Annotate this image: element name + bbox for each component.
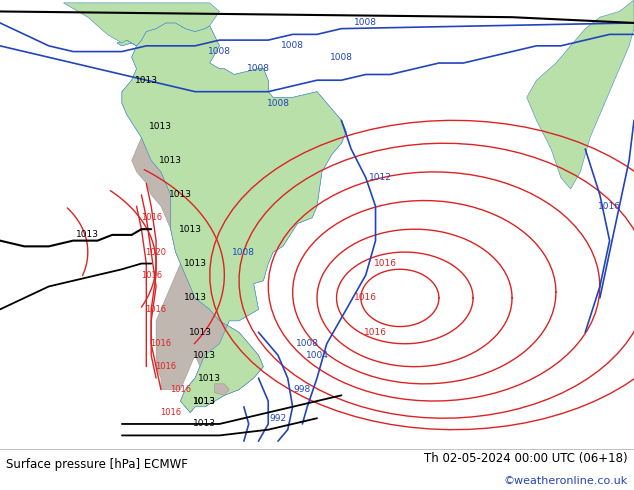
Text: 1013: 1013 <box>184 259 207 268</box>
Text: Th 02-05-2024 00:00 UTC (06+18): Th 02-05-2024 00:00 UTC (06+18) <box>424 452 628 466</box>
Text: 1016: 1016 <box>598 202 621 211</box>
Text: 1016: 1016 <box>170 385 191 394</box>
Text: 1016: 1016 <box>141 213 162 222</box>
Text: 1008: 1008 <box>295 339 319 348</box>
Text: 1013: 1013 <box>76 230 100 240</box>
Text: 1013: 1013 <box>193 396 216 406</box>
Text: 1016: 1016 <box>141 270 162 279</box>
Polygon shape <box>527 0 634 189</box>
Text: 1013: 1013 <box>169 190 192 199</box>
Text: 1008: 1008 <box>247 64 270 73</box>
Text: 1008: 1008 <box>208 47 231 56</box>
Text: 1013: 1013 <box>179 225 202 234</box>
Text: 1012: 1012 <box>369 173 392 182</box>
Polygon shape <box>132 138 263 413</box>
Text: 1013: 1013 <box>159 156 182 165</box>
Text: 1008: 1008 <box>281 41 304 50</box>
Polygon shape <box>214 384 230 395</box>
Polygon shape <box>117 23 346 413</box>
Text: 1016: 1016 <box>364 328 387 337</box>
Text: 1020: 1020 <box>146 247 167 257</box>
Text: 1013: 1013 <box>198 374 221 383</box>
Text: 1016: 1016 <box>145 305 167 314</box>
Text: 1016: 1016 <box>354 294 377 302</box>
Polygon shape <box>63 3 219 46</box>
Text: 1008: 1008 <box>354 19 377 27</box>
Text: Surface pressure [hPa] ECMWF: Surface pressure [hPa] ECMWF <box>6 458 188 470</box>
Text: 1013: 1013 <box>184 294 207 302</box>
Polygon shape <box>117 23 346 413</box>
Text: 1013: 1013 <box>135 76 158 85</box>
Text: 1004: 1004 <box>306 351 328 360</box>
Text: 998: 998 <box>294 385 311 394</box>
Text: 1016: 1016 <box>374 259 397 268</box>
Text: 1013: 1013 <box>188 328 212 337</box>
Text: 992: 992 <box>269 414 287 423</box>
Text: 1016: 1016 <box>155 362 176 371</box>
Text: 1013: 1013 <box>193 351 216 360</box>
Text: 1013: 1013 <box>193 419 216 428</box>
Text: 1008: 1008 <box>266 98 290 108</box>
Text: 1008: 1008 <box>232 247 256 257</box>
Text: 1016: 1016 <box>150 339 172 348</box>
Text: 1013: 1013 <box>150 122 172 130</box>
Text: ©weatheronline.co.uk: ©weatheronline.co.uk <box>503 475 628 486</box>
Text: 1008: 1008 <box>330 53 353 62</box>
Text: 1013: 1013 <box>193 396 216 406</box>
Text: 1016: 1016 <box>160 408 181 417</box>
